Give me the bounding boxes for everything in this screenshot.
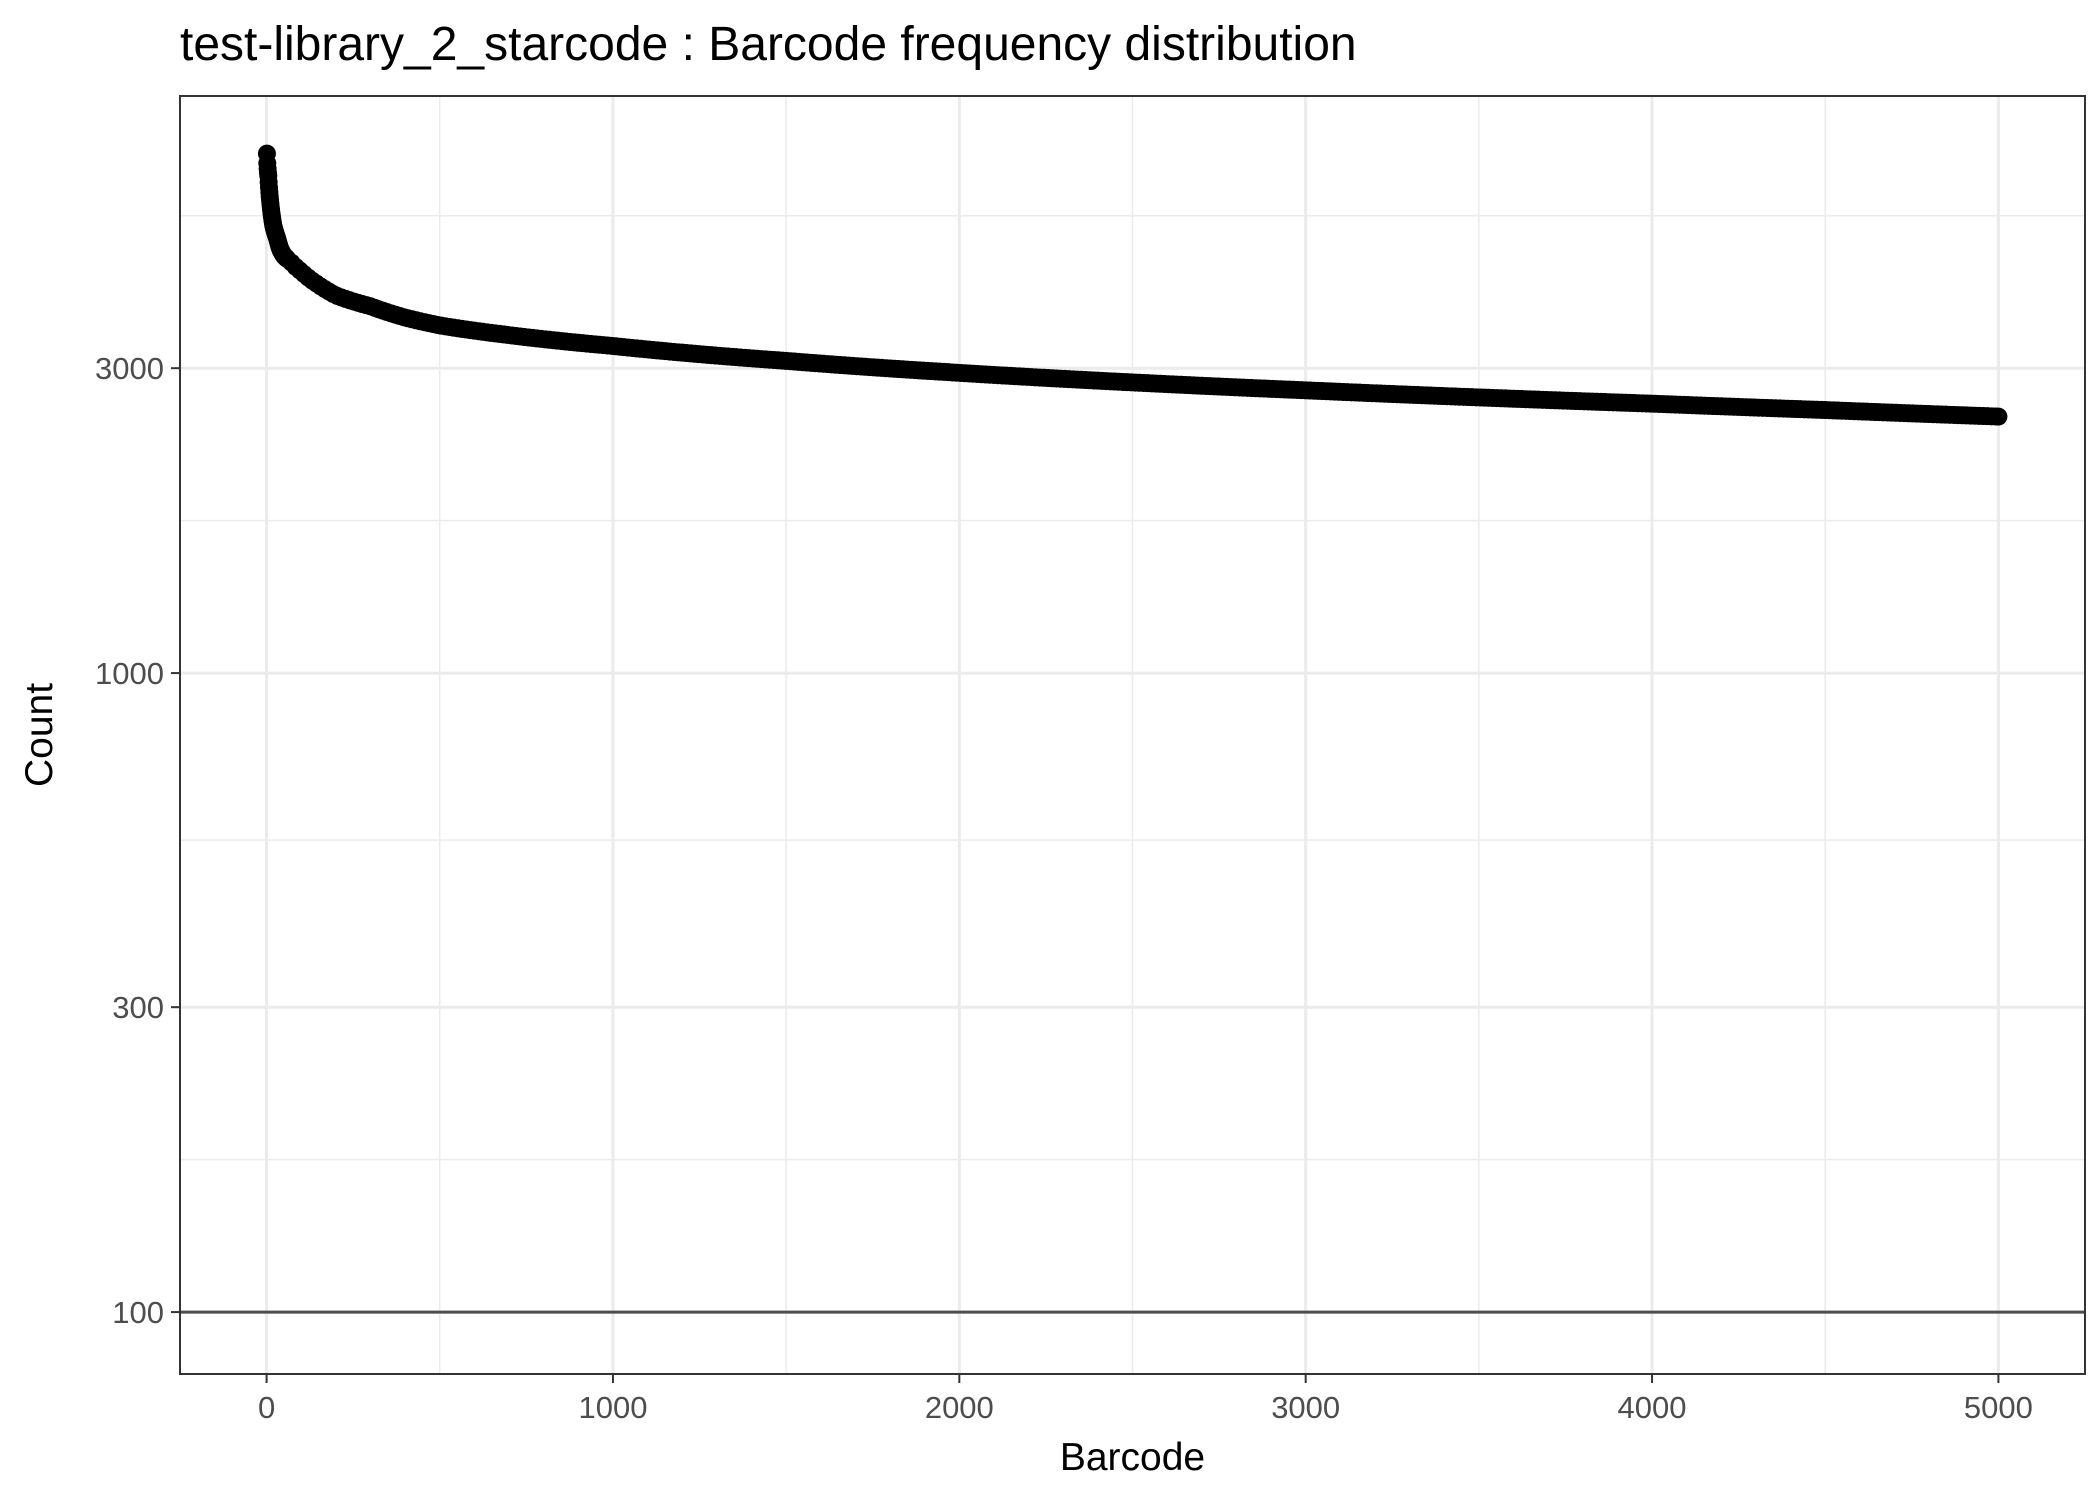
y-tick-label: 300: [112, 990, 164, 1025]
axis-ticks: 0 1000 2000 3000 4000 5000 100 300 1000 3000: [95, 351, 2033, 1425]
y-tick-label: 1000: [95, 656, 164, 691]
x-axis-title: Barcode: [1060, 1436, 1205, 1479]
x-tick-label: 0: [258, 1390, 275, 1425]
y-tick-label: 100: [112, 1295, 164, 1330]
x-tick-label: 4000: [1618, 1390, 1687, 1425]
x-tick-label: 2000: [925, 1390, 994, 1425]
data-points: [257, 144, 2008, 426]
chart-title: test-library_2_starcode : Barcode freque…: [180, 18, 1357, 71]
x-tick-label: 1000: [578, 1390, 647, 1425]
data-point: [1989, 407, 2008, 426]
plot-panel-border: [179, 95, 2086, 1375]
grid-lines: [180, 96, 2085, 1374]
x-tick-label: 3000: [1271, 1390, 1340, 1425]
x-tick-label: 5000: [1964, 1390, 2033, 1425]
y-axis-title: Count: [18, 683, 61, 787]
y-tick-label: 3000: [95, 351, 164, 386]
